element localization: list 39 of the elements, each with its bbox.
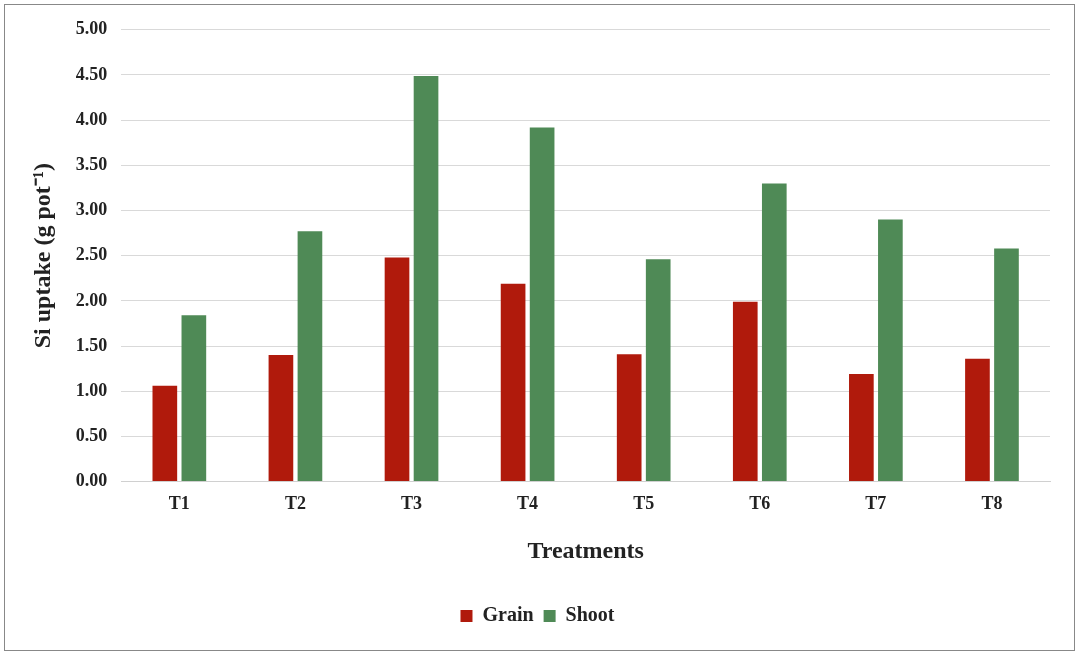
bar — [849, 374, 874, 482]
bar — [732, 301, 758, 482]
x-tick-label: T8 — [981, 493, 1003, 514]
x-axis-title: Treatments — [527, 536, 644, 563]
y-tick-label: 2.50 — [75, 244, 108, 265]
bar — [152, 385, 178, 482]
bar — [500, 283, 526, 482]
y-tick-label: 0.00 — [75, 470, 108, 491]
y-tick-label: 4.50 — [75, 63, 108, 84]
bar — [965, 358, 990, 482]
y-axis-title: Si uptake (g pot⁻¹) — [28, 163, 55, 349]
legend-label: Grain — [482, 603, 534, 626]
y-tick-label: 1.50 — [75, 334, 108, 355]
y-tick-label: 2.00 — [75, 289, 108, 310]
bar — [297, 231, 323, 482]
bar — [268, 355, 294, 482]
x-tick-label: T7 — [865, 493, 887, 514]
x-tick-label: T5 — [633, 493, 655, 514]
bar — [645, 259, 671, 482]
x-tick-label: T4 — [517, 493, 539, 514]
bar — [181, 315, 207, 482]
y-tick-label: 3.50 — [75, 154, 108, 174]
bar — [878, 219, 903, 482]
bar — [994, 248, 1019, 482]
x-tick-label: T2 — [284, 493, 306, 514]
bar — [413, 75, 439, 482]
y-tick-label: 3.00 — [75, 199, 108, 220]
x-tick-label: T3 — [401, 493, 423, 514]
x-tick-label: T6 — [749, 493, 771, 514]
legend-label: Shoot — [565, 603, 615, 626]
y-tick-label: 1.00 — [75, 379, 108, 400]
bar — [529, 127, 555, 482]
bar — [384, 257, 410, 482]
y-tick-label: 4.00 — [75, 108, 108, 129]
y-tick-label: 0.50 — [75, 425, 108, 446]
y-tick-label: 5.00 — [75, 18, 108, 39]
x-tick-label: T1 — [168, 493, 190, 514]
bar — [616, 354, 642, 482]
bar — [761, 183, 787, 482]
